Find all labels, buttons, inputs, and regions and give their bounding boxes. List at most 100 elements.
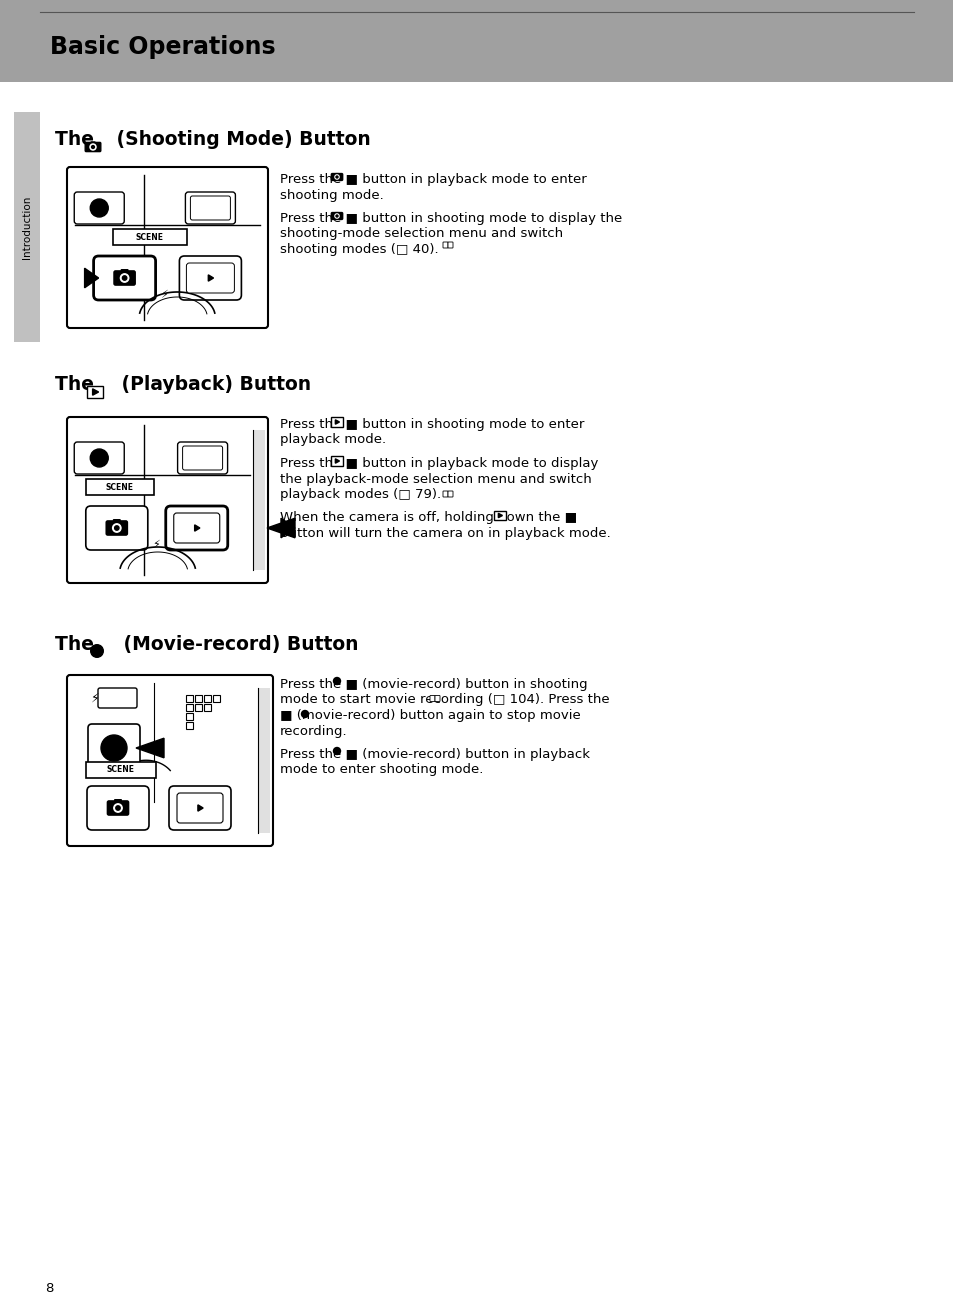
Text: •: • — [261, 173, 271, 188]
Circle shape — [91, 146, 94, 148]
Text: When the camera is off, holding down the ■: When the camera is off, holding down the… — [280, 511, 577, 524]
Text: 8: 8 — [45, 1282, 53, 1296]
Text: (Movie-record) Button: (Movie-record) Button — [117, 635, 358, 654]
Bar — [204, 695, 211, 702]
Bar — [253, 430, 265, 570]
Text: SCENE: SCENE — [106, 482, 133, 491]
Circle shape — [335, 176, 337, 177]
FancyBboxPatch shape — [87, 786, 149, 830]
FancyBboxPatch shape — [113, 799, 122, 804]
Polygon shape — [267, 518, 294, 537]
Circle shape — [115, 805, 120, 811]
Polygon shape — [335, 419, 339, 424]
Text: ⚡: ⚡ — [159, 290, 168, 300]
Circle shape — [91, 198, 108, 217]
Circle shape — [334, 678, 340, 685]
FancyBboxPatch shape — [335, 212, 338, 214]
Polygon shape — [194, 524, 200, 531]
FancyBboxPatch shape — [106, 520, 127, 535]
FancyBboxPatch shape — [186, 263, 234, 293]
Circle shape — [301, 711, 308, 717]
Text: •: • — [261, 212, 271, 227]
FancyBboxPatch shape — [93, 256, 155, 300]
Bar — [213, 695, 220, 702]
Text: SCENE: SCENE — [136, 233, 164, 242]
FancyBboxPatch shape — [331, 213, 342, 219]
Text: Press the ■ button in playback mode to display: Press the ■ button in playback mode to d… — [280, 457, 598, 470]
Polygon shape — [85, 268, 98, 288]
FancyBboxPatch shape — [67, 675, 273, 846]
FancyBboxPatch shape — [67, 167, 268, 328]
Text: The: The — [55, 374, 100, 394]
FancyBboxPatch shape — [182, 445, 222, 470]
FancyBboxPatch shape — [331, 173, 342, 180]
FancyBboxPatch shape — [177, 442, 228, 474]
Polygon shape — [208, 275, 213, 281]
FancyBboxPatch shape — [120, 269, 129, 275]
Text: •: • — [261, 511, 271, 527]
Polygon shape — [497, 514, 502, 518]
Circle shape — [113, 804, 122, 812]
FancyBboxPatch shape — [91, 142, 95, 145]
FancyBboxPatch shape — [442, 491, 448, 497]
Text: •: • — [261, 418, 271, 434]
Text: recording.: recording. — [280, 724, 347, 737]
Circle shape — [120, 273, 129, 283]
FancyBboxPatch shape — [179, 256, 241, 300]
Text: (Playback) Button: (Playback) Button — [115, 374, 311, 394]
Bar — [204, 704, 211, 711]
Circle shape — [122, 276, 127, 280]
Text: Press the ■ button in shooting mode to display the: Press the ■ button in shooting mode to d… — [280, 212, 621, 225]
FancyBboxPatch shape — [430, 695, 435, 702]
FancyBboxPatch shape — [177, 794, 223, 823]
Text: shooting modes (□ 40).: shooting modes (□ 40). — [280, 243, 438, 256]
FancyBboxPatch shape — [88, 724, 140, 773]
Text: Press the ■ (movie-record) button in shooting: Press the ■ (movie-record) button in sho… — [280, 678, 587, 691]
Circle shape — [90, 145, 96, 150]
Circle shape — [101, 735, 127, 761]
FancyBboxPatch shape — [98, 689, 137, 708]
Text: Introduction: Introduction — [22, 196, 32, 259]
Text: Press the ■ button in playback mode to enter: Press the ■ button in playback mode to e… — [280, 173, 586, 187]
Text: ■ (movie-record) button again to stop movie: ■ (movie-record) button again to stop mo… — [280, 710, 580, 721]
FancyBboxPatch shape — [331, 456, 342, 465]
FancyBboxPatch shape — [112, 519, 121, 524]
Bar — [194, 704, 202, 711]
Text: SCENE: SCENE — [107, 766, 135, 774]
FancyBboxPatch shape — [494, 511, 505, 520]
FancyBboxPatch shape — [74, 442, 124, 474]
FancyBboxPatch shape — [85, 142, 101, 151]
FancyBboxPatch shape — [331, 418, 342, 427]
Bar — [194, 695, 202, 702]
Bar — [186, 721, 193, 729]
Text: Press the ■ button in shooting mode to enter: Press the ■ button in shooting mode to e… — [280, 418, 584, 431]
Text: ⚡: ⚡ — [152, 540, 159, 551]
FancyBboxPatch shape — [173, 512, 219, 543]
Polygon shape — [136, 738, 164, 758]
Text: mode to start movie recording (□ 104). Press the: mode to start movie recording (□ 104). P… — [280, 694, 609, 707]
FancyBboxPatch shape — [448, 491, 453, 497]
Text: (Shooting Mode) Button: (Shooting Mode) Button — [110, 130, 371, 148]
Text: The: The — [55, 130, 100, 148]
Bar — [257, 689, 270, 833]
FancyBboxPatch shape — [87, 386, 103, 398]
FancyBboxPatch shape — [335, 173, 338, 175]
Text: Basic Operations: Basic Operations — [50, 35, 275, 59]
Circle shape — [335, 214, 338, 218]
Polygon shape — [281, 518, 294, 537]
FancyBboxPatch shape — [74, 192, 124, 223]
FancyBboxPatch shape — [448, 242, 453, 248]
Bar — [186, 704, 193, 711]
Circle shape — [91, 449, 108, 466]
Bar — [86, 480, 153, 495]
FancyBboxPatch shape — [191, 196, 231, 219]
FancyBboxPatch shape — [169, 786, 231, 830]
Text: •: • — [261, 748, 271, 763]
Text: playback mode.: playback mode. — [280, 434, 386, 447]
Text: Press the ■ (movie-record) button in playback: Press the ■ (movie-record) button in pla… — [280, 748, 589, 761]
FancyBboxPatch shape — [67, 417, 268, 583]
Text: •: • — [261, 678, 271, 692]
FancyBboxPatch shape — [435, 695, 439, 702]
Circle shape — [91, 645, 103, 657]
Bar — [186, 714, 193, 720]
